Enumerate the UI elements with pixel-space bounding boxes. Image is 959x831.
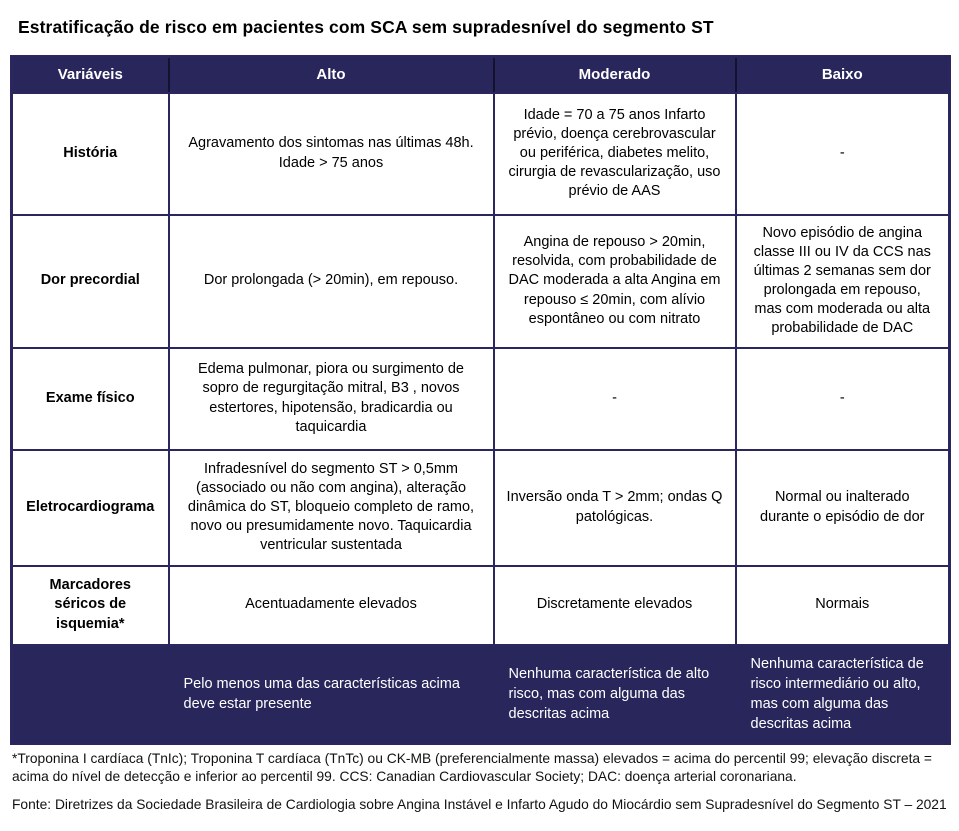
cell-moderate: Inversão onda T > 2mm; ondas Q patológic… (492, 448, 737, 567)
cell-low: Novo episódio de angina classe III ou IV… (734, 213, 951, 349)
row-header: Marcadores séricos de isquemia* (10, 564, 170, 646)
row-header: Exame físico (10, 346, 170, 451)
table-header-row: Variáveis Alto Moderado Baixo (10, 55, 951, 94)
row-header: Eletrocardiograma (10, 448, 170, 567)
summary-high: Pelo menos uma das características acima… (168, 643, 495, 745)
table-summary-row: Pelo menos uma das características acima… (10, 643, 951, 745)
footnote-markers: *Troponina I cardíaca (TnIc); Troponina … (12, 751, 932, 785)
footnote-source: Fonte: Diretrizes da Sociedade Brasileir… (12, 796, 947, 812)
table-row-dor-precordial: Dor precordial Dor prolongada (> 20min),… (10, 213, 951, 349)
column-header-variables: Variáveis (10, 55, 170, 94)
column-header-high: Alto (167, 55, 495, 94)
page-title: Estratificação de risco em pacientes com… (18, 17, 714, 37)
cell-high: Dor prolongada (> 20min), em repouso. (167, 213, 495, 349)
table-row-marcadores-sericos: Marcadores séricos de isquemia* Acentuad… (10, 564, 951, 646)
cell-moderate: Angina de repouso > 20min, resolvida, co… (492, 213, 737, 349)
table-row-eletrocardiograma: Eletrocardiograma Infradesnível do segme… (10, 448, 951, 567)
summary-empty-cell (10, 643, 170, 745)
summary-moderate: Nenhuma característica de alto risco, ma… (493, 643, 737, 745)
cell-high: Edema pulmonar, piora ou surgimento de s… (167, 346, 495, 451)
column-header-low: Baixo (734, 55, 951, 94)
cell-moderate: Discretamente elevados (492, 564, 737, 646)
row-header: Dor precordial (10, 213, 170, 349)
cell-low: Normais (734, 564, 951, 646)
cell-low: Normal ou inalterado durante o episódio … (734, 448, 951, 567)
table-row-historia: História Agravamento dos sintomas nas úl… (10, 91, 951, 216)
cell-low: - (734, 346, 951, 451)
footnotes: *Troponina I cardíaca (TnIc); Troponina … (12, 750, 948, 814)
cell-high: Agravamento dos sintomas nas últimas 48h… (167, 91, 495, 216)
row-header: História (10, 91, 170, 216)
cell-moderate: - (492, 346, 737, 451)
cell-low: - (734, 91, 951, 216)
summary-low: Nenhuma característica de risco intermed… (735, 643, 951, 745)
cell-high: Acentuadamente elevados (167, 564, 495, 646)
cell-high: Infradesnível do segmento ST > 0,5mm (as… (167, 448, 495, 567)
risk-stratification-table: Variáveis Alto Moderado Baixo História A… (10, 55, 951, 745)
column-header-moderate: Moderado (492, 55, 737, 94)
table-row-exame-fisico: Exame físico Edema pulmonar, piora ou su… (10, 346, 951, 451)
cell-moderate: Idade = 70 a 75 anos Infarto prévio, doe… (492, 91, 737, 216)
